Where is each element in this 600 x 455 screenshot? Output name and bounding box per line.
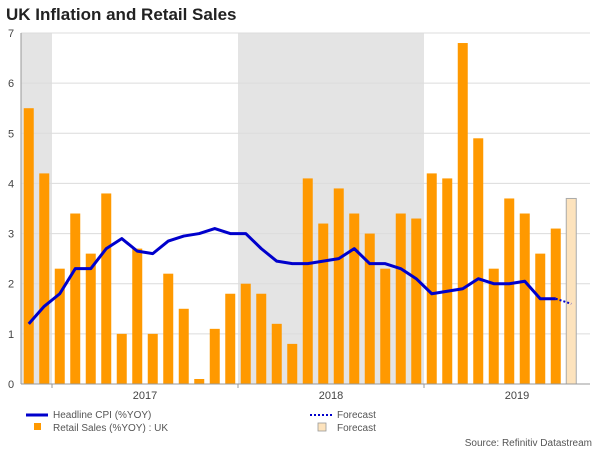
retail-bar bbox=[163, 273, 174, 384]
retail-bar bbox=[302, 178, 313, 384]
retail-bar bbox=[380, 268, 391, 384]
y-tick-label: 5 bbox=[8, 128, 14, 140]
retail-bar bbox=[147, 333, 158, 384]
retail-bar bbox=[116, 333, 127, 384]
y-tick-label: 4 bbox=[8, 178, 14, 190]
legend-retail-swatch bbox=[34, 423, 41, 430]
source-note: Source: Refinitiv Datastream bbox=[465, 438, 592, 449]
retail-bar bbox=[442, 178, 453, 384]
retail-bar bbox=[426, 173, 437, 384]
retail-bar bbox=[457, 43, 468, 385]
legend: Headline CPI (%YOY) Retail Sales (%YOY) … bbox=[26, 410, 376, 434]
retail-bar bbox=[318, 223, 329, 384]
retail-bar bbox=[271, 323, 282, 384]
legend-retail-forecast-swatch bbox=[317, 422, 327, 432]
retail-bar bbox=[70, 213, 81, 384]
y-tick-label: 3 bbox=[8, 229, 14, 241]
legend-cpi-label: Headline CPI (%YOY) bbox=[53, 410, 151, 421]
retail-bar bbox=[395, 213, 406, 384]
y-tick-label: 2 bbox=[8, 279, 14, 291]
retail-forecast-bar bbox=[565, 197, 577, 385]
retail-bar bbox=[488, 268, 499, 384]
retail-bar bbox=[504, 198, 515, 384]
retail-bar bbox=[333, 188, 344, 384]
cpi-forecast-line bbox=[555, 297, 572, 305]
retail-bar bbox=[132, 248, 143, 384]
retail-bar bbox=[349, 213, 360, 384]
retail-bar bbox=[240, 283, 251, 384]
x-tick-label: 2019 bbox=[505, 390, 529, 402]
chart-title: UK Inflation and Retail Sales bbox=[6, 5, 237, 24]
y-tick-label: 6 bbox=[8, 78, 14, 90]
retail-bar bbox=[23, 108, 34, 384]
legend-retail-label: Retail Sales (%YOY) : UK bbox=[53, 423, 168, 434]
year-band-2018 bbox=[238, 33, 424, 384]
retail-bar bbox=[101, 193, 112, 384]
retail-bar bbox=[473, 138, 484, 384]
y-tick-label: 1 bbox=[8, 329, 14, 341]
x-tick-label: 2018 bbox=[319, 390, 343, 402]
retail-bar bbox=[178, 308, 189, 384]
legend-cpi-forecast-label: Forecast bbox=[337, 410, 376, 421]
y-tick-label: 7 bbox=[8, 28, 14, 40]
retail-bar bbox=[209, 328, 220, 384]
retail-bar bbox=[194, 378, 205, 384]
retail-bar bbox=[85, 253, 96, 384]
y-tick-label: 0 bbox=[8, 379, 14, 391]
cpi-line bbox=[27, 227, 556, 325]
retail-bar bbox=[519, 213, 530, 384]
retail-bar bbox=[54, 268, 65, 384]
retail-bar bbox=[287, 343, 298, 384]
retail-bar bbox=[364, 233, 375, 384]
retail-bar bbox=[550, 228, 561, 384]
legend-retail-forecast-label: Forecast bbox=[337, 423, 376, 434]
retail-bar bbox=[256, 293, 267, 384]
retail-bar bbox=[535, 253, 546, 384]
x-tick-label: 2017 bbox=[133, 390, 157, 402]
retail-bar bbox=[39, 173, 50, 384]
retail-bar bbox=[225, 293, 236, 384]
retail-bar bbox=[411, 218, 422, 384]
